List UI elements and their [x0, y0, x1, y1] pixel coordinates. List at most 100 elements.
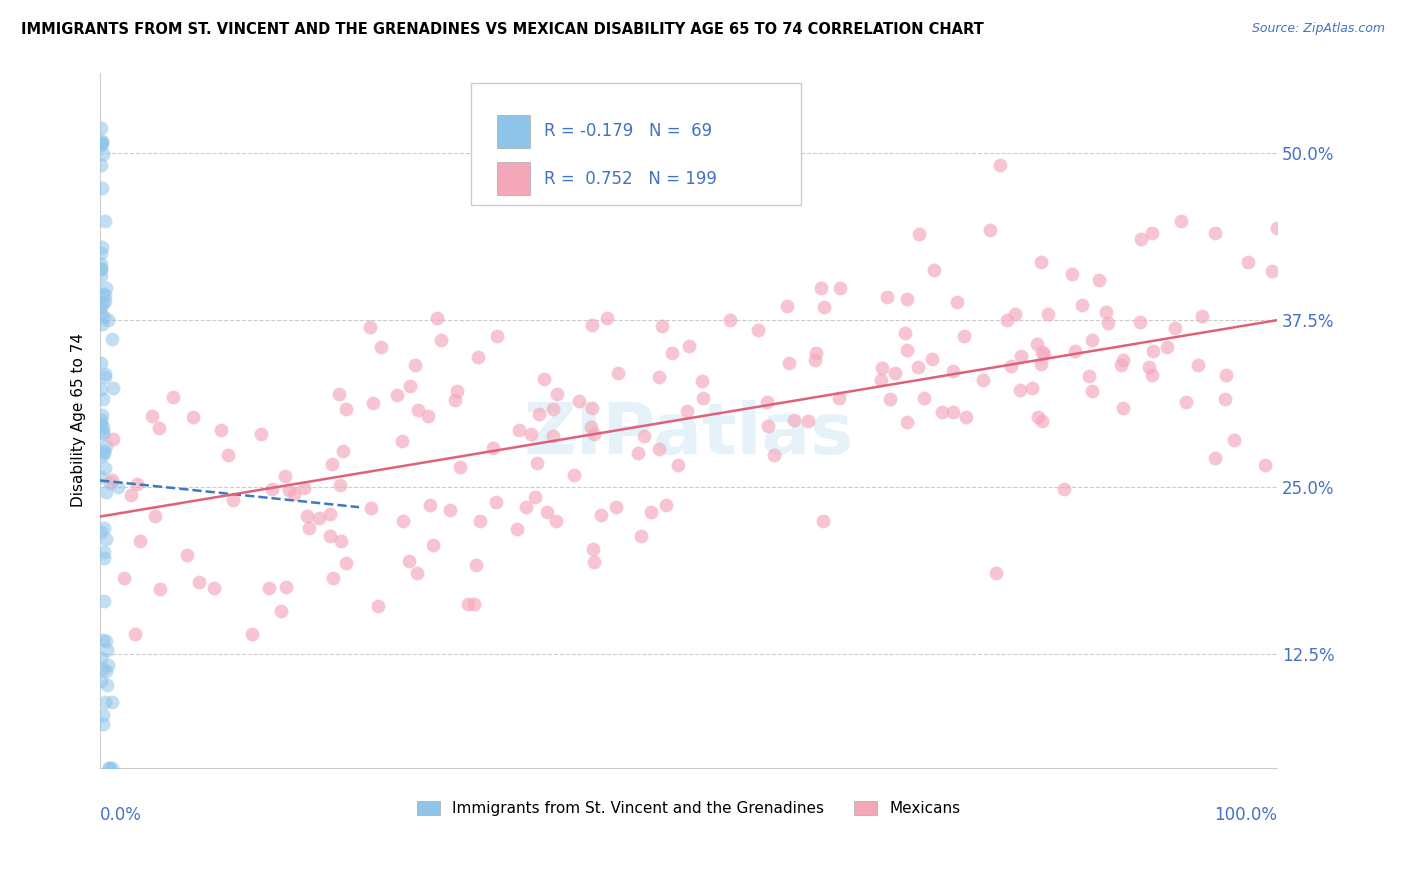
Y-axis label: Disability Age 65 to 74: Disability Age 65 to 74: [72, 334, 86, 508]
Point: [270, 603, 292, 617]
Point: [1112, 353, 1135, 368]
Point: [370, 340, 392, 354]
Point: [984, 566, 1007, 580]
Text: 100.0%: 100.0%: [1215, 805, 1277, 824]
Point: [589, 508, 612, 522]
Point: [321, 457, 343, 471]
Point: [995, 313, 1018, 327]
Point: [283, 487, 305, 501]
Point: [90, 673, 112, 688]
FancyBboxPatch shape: [471, 83, 800, 205]
Point: [756, 418, 779, 433]
Point: [1112, 401, 1135, 416]
Point: [470, 514, 492, 528]
Point: [463, 597, 485, 611]
Point: [457, 598, 479, 612]
Point: [222, 493, 245, 508]
Point: [367, 599, 389, 614]
Point: [96, 642, 118, 657]
Point: [568, 394, 591, 409]
Point: [359, 320, 381, 334]
Point: [1029, 357, 1052, 371]
Point: [90, 262, 112, 277]
Point: [804, 346, 827, 360]
Point: [91, 240, 114, 254]
Point: [955, 410, 977, 425]
Point: [648, 369, 671, 384]
Point: [101, 432, 124, 446]
Point: [666, 458, 689, 473]
Point: [328, 387, 350, 401]
Point: [91, 147, 114, 161]
Point: [91, 296, 114, 310]
Point: [1140, 368, 1163, 383]
Point: [541, 429, 564, 443]
Point: [1142, 343, 1164, 358]
Point: [581, 401, 603, 416]
Point: [97, 313, 120, 327]
Point: [1164, 321, 1187, 335]
Point: [298, 520, 321, 534]
Point: [101, 695, 124, 709]
Point: [946, 295, 969, 310]
Point: [912, 391, 935, 405]
Point: [91, 136, 114, 150]
Point: [505, 522, 527, 536]
Point: [426, 311, 449, 326]
Legend: Immigrants from St. Vincent and the Grenadines, Mexicans: Immigrants from St. Vincent and the Gren…: [411, 796, 967, 822]
Point: [187, 575, 209, 590]
Point: [392, 514, 415, 528]
FancyBboxPatch shape: [496, 162, 530, 195]
Point: [1021, 381, 1043, 395]
Point: [1129, 315, 1152, 329]
Point: [921, 352, 943, 367]
Point: [91, 317, 114, 331]
Point: [319, 507, 342, 521]
Point: [449, 459, 471, 474]
Point: [1004, 307, 1026, 321]
Point: [202, 581, 225, 595]
Point: [1031, 344, 1053, 359]
Point: [1063, 343, 1085, 358]
Point: [1265, 221, 1288, 235]
Point: [318, 529, 340, 543]
Point: [810, 281, 832, 295]
Point: [1032, 347, 1054, 361]
Point: [942, 404, 965, 418]
Point: [515, 500, 537, 514]
Point: [690, 375, 713, 389]
Point: [1080, 384, 1102, 398]
Point: [430, 333, 453, 347]
Point: [546, 514, 568, 528]
Point: [93, 444, 115, 458]
Point: [1213, 392, 1236, 407]
Point: [93, 310, 115, 325]
Point: [90, 158, 112, 172]
Point: [385, 387, 408, 401]
Point: [813, 300, 835, 314]
Point: [1140, 226, 1163, 240]
Point: [274, 469, 297, 483]
Point: [308, 511, 330, 525]
Point: [422, 538, 444, 552]
Point: [335, 402, 357, 417]
Point: [640, 505, 662, 519]
Point: [91, 134, 114, 148]
Point: [295, 509, 318, 524]
Point: [240, 627, 263, 641]
Point: [541, 402, 564, 417]
Point: [894, 326, 917, 340]
Point: [90, 138, 112, 153]
Point: [533, 371, 555, 385]
Point: [141, 409, 163, 423]
Point: [90, 245, 112, 260]
Point: [257, 581, 280, 595]
Point: [524, 490, 547, 504]
FancyBboxPatch shape: [496, 114, 530, 148]
Point: [519, 427, 541, 442]
Point: [322, 571, 344, 585]
Point: [763, 448, 786, 462]
Point: [217, 448, 239, 462]
Point: [1156, 340, 1178, 354]
Point: [90, 300, 112, 314]
